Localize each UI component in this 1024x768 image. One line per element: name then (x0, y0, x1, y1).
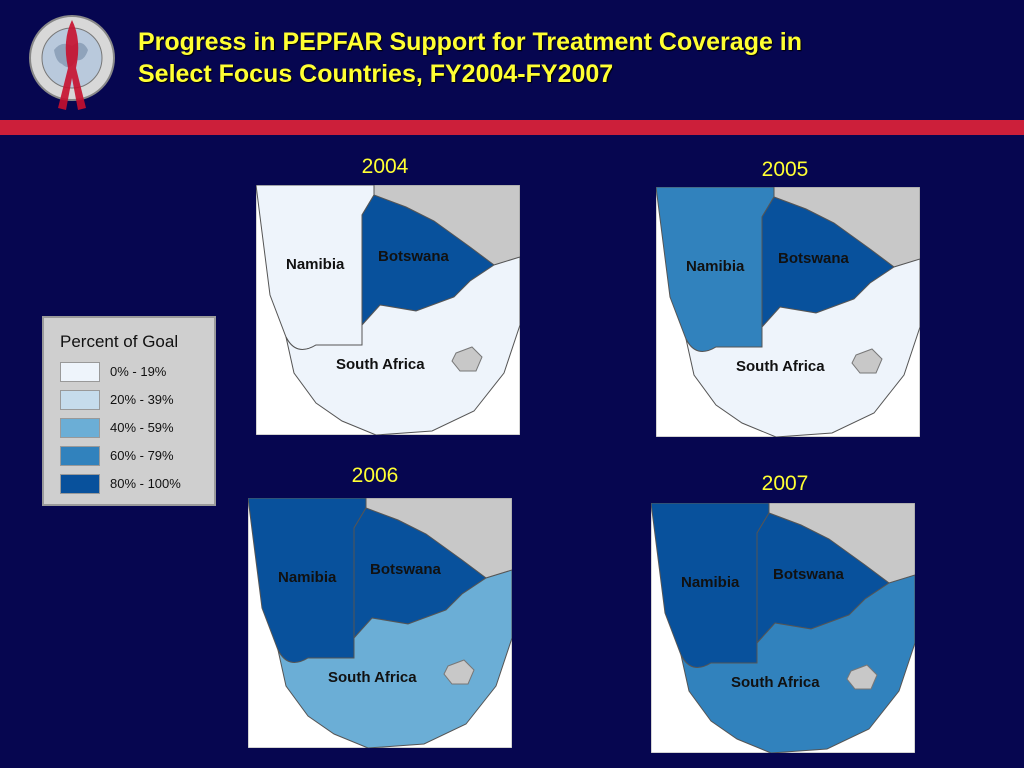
slide-title: Progress in PEPFAR Support for Treatment… (138, 26, 998, 90)
legend-item: 20% - 39% (60, 390, 210, 412)
map-2007: Namibia Botswana South Africa (651, 503, 915, 753)
legend-label: 40% - 59% (110, 420, 174, 435)
legend-swatch (60, 390, 100, 410)
lesotho-region (846, 664, 878, 690)
legend-item: 80% - 100% (60, 474, 210, 496)
legend-title: Percent of Goal (60, 332, 179, 351)
south-africa-region (285, 256, 520, 435)
namibia-label: Namibia (286, 256, 345, 273)
south-africa-region (680, 574, 915, 753)
botswana-label: Botswana (378, 248, 450, 265)
lesotho-region (851, 348, 883, 374)
year-label-2006: 2006 (351, 464, 399, 487)
south-africa-region (277, 569, 512, 748)
south-africa-label: South Africa (731, 674, 820, 691)
botswana-label: Botswana (370, 561, 442, 578)
percent-of-goal-legend: Percent of Goal 0% - 19% 20% - 39% 40% -… (42, 316, 216, 506)
botswana-label: Botswana (773, 566, 845, 583)
lesotho-region (451, 346, 483, 372)
map-2004: Namibia Botswana South Africa (256, 185, 520, 435)
legend-label: 20% - 39% (110, 392, 174, 407)
legend-label: 60% - 79% (110, 448, 174, 463)
legend-label: 80% - 100% (110, 476, 181, 491)
south-africa-region (685, 258, 920, 437)
legend-swatch (60, 418, 100, 438)
header-divider-bar (0, 120, 1024, 135)
botswana-label: Botswana (778, 250, 850, 267)
title-line-2: Select Focus Countries, FY2004-FY2007 (138, 60, 614, 88)
south-africa-label: South Africa (736, 358, 825, 375)
year-label-2004: 2004 (361, 155, 409, 178)
legend-label: 0% - 19% (110, 364, 167, 379)
lesotho-region (443, 659, 475, 685)
south-africa-label: South Africa (328, 669, 417, 686)
legend-swatch (60, 446, 100, 466)
map-2005: Namibia Botswana South Africa (656, 187, 920, 437)
pepfar-seal-icon (29, 15, 115, 110)
map-2006: Namibia Botswana South Africa (248, 498, 512, 748)
legend-item: 60% - 79% (60, 446, 210, 468)
legend-item: 0% - 19% (60, 362, 210, 384)
legend-swatch (60, 362, 100, 382)
title-line-1: Progress in PEPFAR Support for Treatment… (138, 28, 803, 56)
namibia-label: Namibia (681, 574, 740, 591)
year-label-2005: 2005 (761, 158, 809, 181)
legend-swatch (60, 474, 100, 494)
namibia-label: Namibia (278, 569, 337, 586)
namibia-label: Namibia (686, 258, 745, 275)
year-label-2007: 2007 (761, 472, 809, 495)
south-africa-label: South Africa (336, 356, 425, 373)
legend-item: 40% - 59% (60, 418, 210, 440)
